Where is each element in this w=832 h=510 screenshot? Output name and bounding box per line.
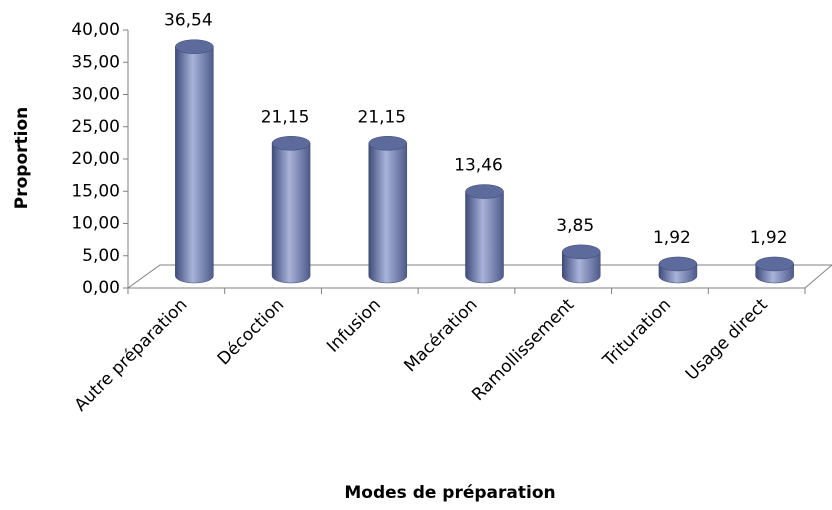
value-label: 21,15 [357, 107, 406, 127]
x-tick-label: Macération [400, 295, 481, 376]
y-tick-label: 35,00 [71, 52, 120, 72]
bar [465, 191, 504, 284]
bar-top [368, 136, 408, 151]
y-tick-label: 25,00 [71, 117, 120, 137]
value-label: 21,15 [261, 107, 310, 127]
y-tick-label: 40,00 [71, 20, 120, 40]
value-label: 13,46 [454, 156, 503, 176]
bar-top [561, 244, 601, 260]
bar [271, 143, 311, 284]
bar-top [658, 256, 698, 272]
y-tick-label: 20,00 [71, 149, 120, 169]
bar [175, 46, 214, 284]
bar [368, 143, 408, 284]
y-tick-label: 0,00 [82, 278, 120, 298]
value-label: 1,92 [750, 228, 788, 248]
x-tick-label: Trituration [599, 295, 675, 371]
y-tick-label: 15,00 [71, 181, 120, 201]
bar-top [271, 136, 311, 151]
x-tick-label: Usage direct [682, 295, 772, 385]
x-axis-title: Modes de préparation [344, 483, 555, 503]
bar-top [755, 256, 794, 272]
x-tick-label: Autre préparation [71, 295, 192, 416]
bar-top [465, 184, 504, 199]
value-label: 1,92 [653, 228, 691, 248]
y-tick-label: 30,00 [71, 85, 120, 105]
y-tick-label: 10,00 [71, 214, 120, 234]
y-axis-title: Proportion [12, 107, 32, 210]
bar [561, 251, 601, 284]
x-tick-label: Ramollissement [468, 295, 578, 405]
y-tick-label: 5,00 [82, 246, 120, 266]
x-tick-label: Infusion [323, 295, 385, 357]
value-label: 3,85 [556, 216, 594, 236]
bar-top [175, 39, 214, 54]
x-tick-label: Décoction [214, 295, 288, 369]
value-label: 36,54 [164, 11, 213, 31]
floor [126, 264, 832, 289]
